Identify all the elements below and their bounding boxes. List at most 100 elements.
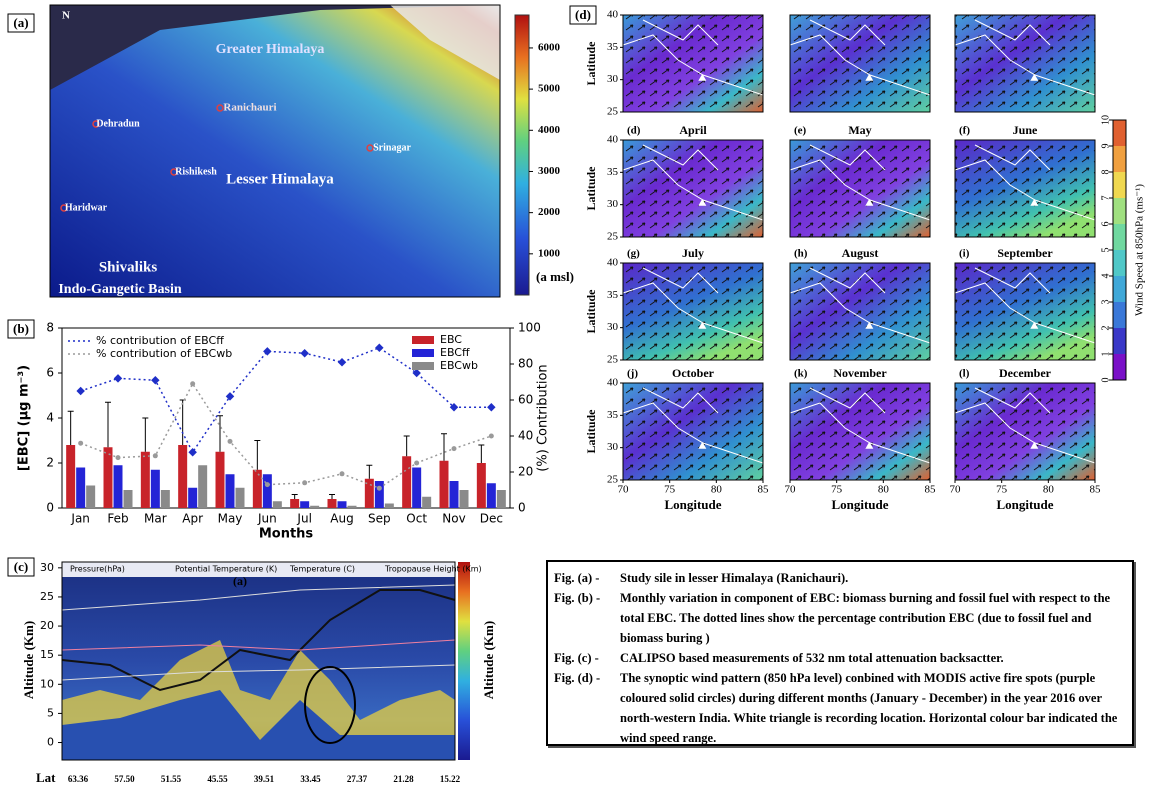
y-tick-label: 15 <box>40 648 54 661</box>
bar <box>327 499 337 508</box>
place-name: Rishikesh <box>175 166 217 177</box>
panel-label-box <box>7 557 35 577</box>
colorbar-step <box>1113 120 1126 146</box>
bar <box>290 499 300 508</box>
panel-label: (c) <box>14 559 28 574</box>
colorbar-tick-label: 2000 <box>538 206 561 218</box>
x-tick-label: Jul <box>296 512 311 526</box>
boundary <box>954 282 1096 344</box>
place-marker <box>170 168 178 176</box>
panel-label: (a) <box>13 15 28 30</box>
recording-location <box>1030 321 1039 329</box>
x-tick-label: Jan <box>70 512 90 526</box>
bar <box>160 490 170 508</box>
y-axis-label: Altitude (Km) <box>21 621 36 699</box>
map-month: October <box>672 366 715 380</box>
boundary <box>789 402 931 464</box>
line-marker <box>300 348 309 358</box>
recording-location <box>865 73 874 81</box>
map-month: June <box>1013 123 1038 137</box>
recording-location <box>1030 441 1039 449</box>
wind-vectors <box>790 383 930 480</box>
map-letter: (h) <box>794 248 808 260</box>
place-name: Lesser Himalaya <box>226 171 334 187</box>
map-frame <box>622 139 764 238</box>
line-marker <box>451 446 457 452</box>
potential-temperature-line <box>61 584 456 611</box>
lat-tick-label: 63.36 <box>68 774 89 784</box>
colorbar-step <box>1113 146 1126 172</box>
recording-location <box>698 441 707 449</box>
wind-vectors <box>623 140 763 237</box>
bar <box>347 505 357 508</box>
legend-label: % contribution of EBCwb <box>96 347 232 360</box>
bar <box>310 505 320 508</box>
line-marker <box>339 471 345 477</box>
boundary <box>622 159 764 221</box>
legend-label: % contribution of EBCff <box>96 334 224 347</box>
map-month: November <box>833 366 887 380</box>
y-tick-label: 30 <box>607 198 619 210</box>
y-tick-label: 40 <box>607 257 619 269</box>
y-tick-label: 30 <box>607 73 619 85</box>
colorbar-step <box>1113 276 1126 302</box>
y2-tick-label: 100 <box>518 321 541 335</box>
map-frame <box>622 14 764 113</box>
bar <box>384 503 394 508</box>
y-axis-label: [EBC] (μg m⁻³) <box>17 365 32 471</box>
map-letter: (e) <box>794 125 807 137</box>
legend-label: Tropopause Height (Km) <box>384 565 482 574</box>
map-frame <box>954 382 1096 481</box>
colorbar-step <box>1113 354 1126 380</box>
bar <box>188 487 198 508</box>
backscatter-colorbar <box>458 562 470 760</box>
x-tick-label: May <box>218 512 243 526</box>
caption-row: Fig. (a) - Study sile in lesser Himalaya … <box>554 568 1126 588</box>
x-tick-label: 85 <box>1090 484 1102 496</box>
pressure-line <box>61 639 456 651</box>
boundary <box>809 144 886 171</box>
line-marker <box>152 453 158 459</box>
y-axis-label: Latitude <box>584 41 598 86</box>
bar <box>76 467 86 508</box>
line-marker <box>78 440 84 446</box>
y2-tick-label: 60 <box>518 393 533 407</box>
y-tick-label: 30 <box>40 561 54 574</box>
boundary <box>809 19 886 46</box>
boundary <box>954 402 1096 464</box>
wind-vectors <box>790 263 930 360</box>
bar <box>272 501 282 508</box>
map-month: August <box>842 246 879 260</box>
colorbar-unit: (a msl) <box>536 269 574 284</box>
colorbar-tick-label: 1 <box>1100 352 1111 357</box>
y-tick-label: 35 <box>607 289 619 301</box>
line-marker <box>151 375 160 385</box>
bar <box>103 447 113 508</box>
x-tick-label: 70 <box>785 484 797 496</box>
caption-text: CALIPSO based measurements of 532 nm tot… <box>620 651 1004 665</box>
map-letter: (l) <box>959 368 970 380</box>
bar <box>252 469 262 508</box>
bar <box>449 481 459 508</box>
bar <box>225 474 235 508</box>
place-name: Indo-Gangetic Basin <box>58 282 182 297</box>
bar <box>412 467 422 508</box>
boundary <box>642 19 719 46</box>
y-tick-label: 35 <box>607 41 619 53</box>
map-frame <box>789 14 931 113</box>
bar <box>123 490 133 508</box>
y-tick-label: 25 <box>607 474 619 486</box>
x-tick-label: 85 <box>758 484 770 496</box>
line-marker <box>76 386 85 396</box>
colorbar-frame <box>1112 119 1127 381</box>
wind-vectors <box>623 263 763 360</box>
caption-row: Fig. (c) - CALIPSO based measurements of … <box>554 648 1126 668</box>
highlight-ellipse <box>304 666 356 744</box>
map-frame <box>49 4 501 298</box>
place-name: Ranichauri <box>223 102 276 114</box>
bar <box>374 481 384 508</box>
y-tick-label: 25 <box>607 231 619 243</box>
panel-label-box <box>7 13 35 33</box>
